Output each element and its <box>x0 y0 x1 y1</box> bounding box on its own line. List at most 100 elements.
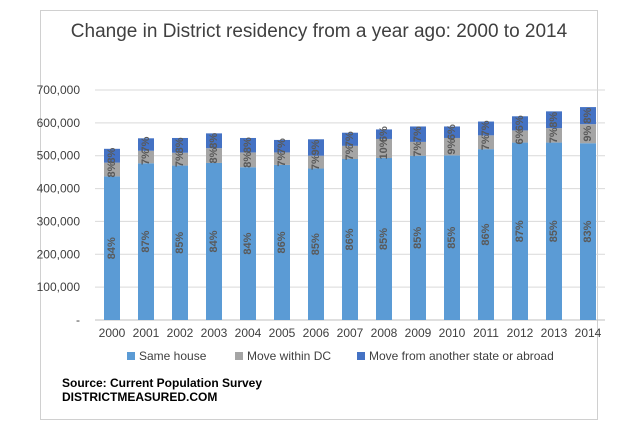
y-tick-label: 400,000 <box>37 182 81 196</box>
y-tick-label: 500,000 <box>37 149 81 163</box>
bar-segment <box>308 155 324 169</box>
bar-data-label: 9% <box>446 139 458 155</box>
bar-data-label: 6% <box>514 115 526 131</box>
bar-data-label: 84% <box>208 230 220 252</box>
legend-swatch <box>357 352 365 360</box>
bar-segment <box>172 137 188 153</box>
bar-segment <box>410 155 426 320</box>
y-tick-label: 600,000 <box>37 116 81 130</box>
bar-segment <box>546 142 562 320</box>
bar-segment <box>512 116 528 131</box>
x-tick-label: 2004 <box>235 326 262 340</box>
legend-swatch <box>127 352 135 360</box>
bar-segment <box>308 139 324 156</box>
bar-data-label: 7% <box>480 134 492 150</box>
source-note: Source: Current Population Survey DISTRI… <box>62 376 262 404</box>
bar-segment <box>478 121 494 136</box>
bar-data-label: 7% <box>480 120 492 136</box>
bar-data-label: 86% <box>480 223 492 245</box>
bar-segment <box>580 124 596 144</box>
bar-data-label: 84% <box>106 237 118 259</box>
bar-segment <box>138 150 154 164</box>
bar-segment <box>308 168 324 320</box>
bar-data-label: 86% <box>276 231 288 253</box>
bar-data-label: 7% <box>140 136 152 152</box>
bar-segment <box>376 138 392 159</box>
bar-segment <box>206 133 222 149</box>
bar-segment <box>478 149 494 320</box>
legend-label: Move from another state or abroad <box>369 349 554 363</box>
bar-data-label: 8% <box>242 152 254 168</box>
y-tick-label: 700,000 <box>37 83 81 97</box>
bar-segment <box>376 158 392 320</box>
bar-data-label: 83% <box>582 220 594 242</box>
x-tick-label: 2003 <box>201 326 228 340</box>
x-tick-label: 2011 <box>473 326 499 340</box>
bar-segment <box>172 165 188 320</box>
bar-data-label: 8% <box>208 133 220 149</box>
legend-label: Same house <box>139 349 207 363</box>
x-tick-label: 2009 <box>405 326 432 340</box>
bar-data-label: 7% <box>174 151 186 167</box>
bar-segment <box>104 148 120 163</box>
bar-segment <box>444 137 460 156</box>
bar-segment <box>206 148 222 163</box>
bar-data-label: 85% <box>174 232 186 254</box>
bar-data-label: 87% <box>514 220 526 242</box>
x-tick-label: 2013 <box>541 326 568 340</box>
bar-segment <box>580 143 596 320</box>
bar-segment <box>240 137 256 153</box>
x-tick-label: 2005 <box>269 326 296 340</box>
source-line: Source: Current Population Survey <box>62 376 263 390</box>
bar-data-label: 85% <box>310 233 322 255</box>
y-tick-label: 300,000 <box>37 214 81 228</box>
bar-segment <box>104 176 120 320</box>
x-tick-label: 2002 <box>167 326 194 340</box>
bar-data-label: 7% <box>140 149 152 165</box>
bar-data-label: 87% <box>140 230 152 252</box>
bar-segment <box>376 129 392 139</box>
bar-segment <box>274 152 290 165</box>
bar-segment <box>206 162 222 320</box>
bar-segment <box>410 126 426 142</box>
bar-data-label: 7% <box>344 144 356 160</box>
bar-segment <box>512 130 528 143</box>
bar-data-label: 8% <box>548 112 560 128</box>
bar-segment <box>444 155 460 320</box>
bar-data-label: 8% <box>208 147 220 163</box>
bar-data-label: 8% <box>174 137 186 153</box>
bar-data-label: 7% <box>412 141 424 157</box>
bar-data-label: 7% <box>276 138 288 154</box>
bar-segment <box>512 142 528 320</box>
bar-data-label: 7% <box>276 151 288 167</box>
legend-label: Move within DC <box>247 349 331 363</box>
x-tick-label: 2012 <box>507 326 534 340</box>
x-tick-label: 2007 <box>337 326 364 340</box>
bar-data-label: 7% <box>310 154 322 170</box>
bar-segment <box>444 126 460 138</box>
bar-data-label: 7% <box>344 131 356 147</box>
bar-data-label: 8% <box>242 137 254 153</box>
website-line: DISTRICTMEASURED.COM <box>62 390 218 404</box>
bar-data-label: 84% <box>242 232 254 254</box>
bar-data-label: 8% <box>106 161 118 177</box>
bar-data-label: 7% <box>548 127 560 143</box>
bar-data-label: 85% <box>412 227 424 249</box>
bar-segment <box>546 111 562 129</box>
x-tick-label: 2010 <box>439 326 466 340</box>
bar-segment <box>104 162 120 177</box>
legend-swatch <box>235 352 243 360</box>
bar-data-label: 85% <box>446 226 458 248</box>
bar-segment <box>342 145 358 159</box>
bar-segment <box>342 132 358 146</box>
bar-segment <box>172 152 188 166</box>
bar-segment <box>240 152 256 168</box>
x-tick-label: 2014 <box>575 326 602 340</box>
bar-data-label: 10% <box>378 137 390 159</box>
chart-title: Change in District residency from a year… <box>70 21 568 42</box>
bar-data-label: 9% <box>582 126 594 142</box>
bar-data-label: 86% <box>344 228 356 250</box>
bar-data-label: 8% <box>106 148 118 164</box>
bar-segment <box>580 107 596 125</box>
